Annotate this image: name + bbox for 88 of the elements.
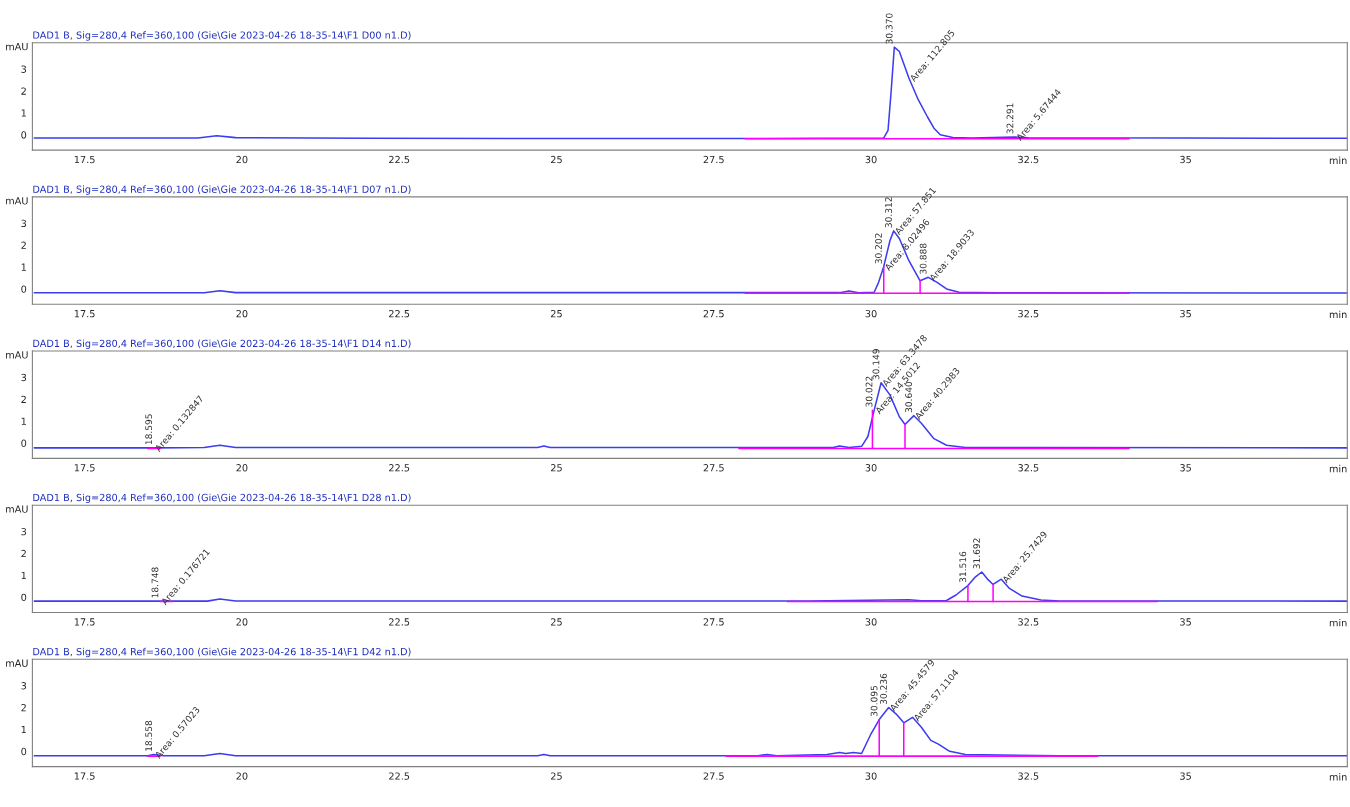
x-tick-label: 32.5 xyxy=(1018,309,1039,318)
y-tick-label: 0 xyxy=(21,593,27,602)
annotation: 30.312 xyxy=(885,197,892,228)
y-tick-label: 0 xyxy=(21,439,27,447)
annotation: 30.236 xyxy=(880,673,887,705)
x-tick-label: 27.5 xyxy=(703,618,724,626)
x-tick-label: 20 xyxy=(236,618,248,626)
y-tick-label: 2 xyxy=(21,549,26,558)
x-tick-label: 25 xyxy=(551,464,562,472)
annotation: 30.095 xyxy=(870,685,878,717)
y-tick-label: 1 xyxy=(21,109,26,117)
x-tick-label: 22.5 xyxy=(389,309,410,318)
x-tick-label: 25 xyxy=(551,155,562,164)
x-tick-label: 17.5 xyxy=(74,618,95,626)
x-tick-label: 25 xyxy=(551,772,562,780)
y-tick-label: 3 xyxy=(21,219,27,228)
x-tick-label: 22.5 xyxy=(389,155,410,164)
y-tick-label: 2 xyxy=(21,395,26,403)
x-tick-label: 35 xyxy=(1180,618,1191,626)
y-axis-title: mAU xyxy=(6,43,28,51)
x-tick-label: 35 xyxy=(1180,155,1191,164)
x-tick-label: 30 xyxy=(865,309,877,318)
y-tick-label: 0 xyxy=(21,747,27,756)
x-tick-label: 20 xyxy=(236,772,248,780)
annotation: 18.748 xyxy=(151,567,159,598)
x-tick-label: 30 xyxy=(865,772,877,780)
x-tick-label: 22.5 xyxy=(389,464,410,472)
annotation: 18.595 xyxy=(145,414,153,445)
y-axis-title: mAU xyxy=(6,505,28,513)
x-tick-label: 35 xyxy=(1180,464,1191,472)
y-axis-title: mAU xyxy=(6,351,28,359)
y-axis-title: mAU xyxy=(6,197,28,205)
annotation: 31.692 xyxy=(973,538,981,569)
y-tick-label: 2 xyxy=(21,241,26,249)
x-tick-label: 27.5 xyxy=(703,155,724,164)
y-tick-label: 0 xyxy=(21,285,27,293)
x-axis-title: min xyxy=(1329,310,1347,319)
y-tick-label: 1 xyxy=(21,571,26,579)
annotation: 30.370 xyxy=(885,13,893,44)
x-tick-label: 35 xyxy=(1180,772,1191,780)
x-axis-title: min xyxy=(1329,773,1347,781)
y-tick-label: 1 xyxy=(21,417,26,425)
x-tick-label: 32.5 xyxy=(1018,618,1039,626)
x-tick-label: 20 xyxy=(236,309,248,318)
x-axis-title: min xyxy=(1329,156,1347,164)
y-tick-label: 2 xyxy=(21,703,26,712)
x-tick-label: 22.5 xyxy=(389,772,410,780)
x-tick-label: 22.5 xyxy=(389,618,410,626)
annotation: 18.558 xyxy=(145,720,153,751)
y-tick-label: 3 xyxy=(21,65,27,73)
chart-title: DAD1 B, Sig=280,4 Ref=360,100 (Gie\Gie 2023-04-26 18-35-14\F1 D07 n1.D) xyxy=(33,185,411,195)
y-tick-label: 3 xyxy=(21,527,27,536)
x-tick-label: 32.5 xyxy=(1018,772,1039,780)
y-tick-label: 3 xyxy=(21,373,27,382)
annotation: 30.202 xyxy=(875,233,882,264)
y-tick-label: 2 xyxy=(21,87,26,95)
y-tick-label: 1 xyxy=(21,726,26,734)
y-axis-title: mAU xyxy=(6,659,28,667)
chart-title: DAD1 B, Sig=280,4 Ref=360,100 (Gie\Gie 2023-04-26 18-35-14\F1 D42 n1.D) xyxy=(33,647,411,658)
chart-title: DAD1 B, Sig=280,4 Ref=360,100 (Gie\Gie 2023-04-26 18-35-14\F1 D28 n1.D) xyxy=(33,493,411,504)
x-axis-title: min xyxy=(1329,464,1347,473)
y-tick-label: 3 xyxy=(21,682,27,690)
x-tick-label: 32.5 xyxy=(1018,464,1039,472)
x-tick-label: 30 xyxy=(865,155,877,164)
x-tick-label: 25 xyxy=(551,309,562,318)
y-tick-label: 0 xyxy=(21,131,27,139)
x-axis-title: min xyxy=(1329,618,1347,627)
y-tick-label: 1 xyxy=(21,263,26,271)
chart-title: DAD1 B, Sig=280,4 Ref=360,100 (Gie\Gie 2023-04-26 18-35-14\F1 D14 n1.D) xyxy=(33,339,411,349)
x-tick-label: 27.5 xyxy=(703,309,724,318)
annotation: 30.149 xyxy=(872,349,880,380)
x-tick-label: 27.5 xyxy=(703,464,724,472)
x-tick-label: 35 xyxy=(1180,309,1191,318)
x-tick-label: 20 xyxy=(236,464,248,472)
x-tick-label: 30 xyxy=(865,464,877,472)
chart-title: DAD1 B, Sig=280,4 Ref=360,100 (Gie\Gie 2023-04-26 18-35-14\F1 D00 n1.D) xyxy=(33,31,411,41)
x-tick-label: 20 xyxy=(236,155,248,164)
x-tick-label: 17.5 xyxy=(74,464,95,472)
x-tick-label: 17.5 xyxy=(74,155,95,164)
x-tick-label: 27.5 xyxy=(703,772,724,780)
x-tick-label: 32.5 xyxy=(1018,155,1039,164)
x-tick-label: 25 xyxy=(551,618,562,626)
annotation: 31.516 xyxy=(959,551,967,583)
x-tick-label: 17.5 xyxy=(74,772,95,780)
x-tick-label: 17.5 xyxy=(74,310,95,318)
annotation: 30.022 xyxy=(865,376,873,407)
x-tick-label: 30 xyxy=(865,618,877,626)
annotation: 32.291 xyxy=(1006,103,1014,134)
